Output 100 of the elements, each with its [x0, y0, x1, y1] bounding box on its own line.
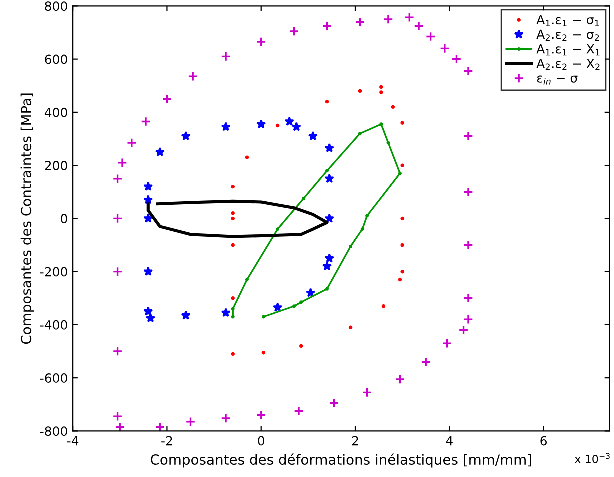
- point: [306, 288, 316, 298]
- point: [463, 293, 474, 304]
- y-tick-label: 800: [45, 2, 68, 12]
- point: [463, 240, 474, 250]
- point: [299, 344, 304, 348]
- point: [382, 304, 386, 308]
- y-tick-label: 200: [45, 161, 68, 171]
- point: [300, 300, 304, 304]
- point: [221, 52, 232, 62]
- point: [256, 410, 266, 420]
- point: [400, 121, 404, 125]
- point: [414, 21, 424, 32]
- point: [231, 315, 235, 319]
- point: [322, 21, 332, 32]
- point: [383, 14, 394, 24]
- point: [463, 187, 474, 198]
- x-axis-title: Composantes des déformations inélastiques [mm/mm]: [151, 454, 532, 468]
- x-tick-label: 6: [540, 436, 547, 446]
- y-tick-label: 400: [44, 108, 68, 118]
- point: [115, 422, 126, 432]
- point: [221, 413, 232, 424]
- point: [463, 314, 474, 325]
- point: [117, 158, 128, 168]
- line-series: [231, 122, 402, 319]
- point: [246, 278, 249, 282]
- point: [302, 197, 306, 201]
- point: [458, 325, 469, 336]
- point: [386, 141, 390, 145]
- point: [440, 44, 450, 54]
- point: [380, 85, 384, 90]
- x-tick-label: -4: [67, 436, 79, 446]
- point: [144, 182, 154, 192]
- y-tick-label: 600: [45, 54, 68, 64]
- point: [380, 122, 384, 126]
- point: [404, 12, 415, 23]
- point: [144, 306, 154, 316]
- y-tick-label: -200: [40, 267, 68, 277]
- point: [308, 131, 318, 141]
- point: [256, 119, 266, 129]
- point: [112, 412, 123, 422]
- point: [292, 122, 302, 132]
- point: [284, 116, 294, 126]
- point: [144, 214, 154, 223]
- point: [400, 270, 404, 274]
- point: [395, 374, 406, 384]
- point: [231, 352, 235, 356]
- legend-label: A$_{1}$.ε$_{1}$ − X$_{1}$: [536, 44, 600, 56]
- point: [112, 214, 123, 224]
- point: [144, 266, 154, 276]
- point: [366, 214, 370, 218]
- point: [421, 357, 432, 368]
- point: [256, 37, 266, 48]
- point: [292, 304, 296, 308]
- y-axis-title: Composantes des Contraintes [MPa]: [20, 94, 34, 344]
- point: [231, 307, 235, 311]
- point: [112, 266, 123, 277]
- point: [112, 174, 123, 184]
- point: [463, 66, 474, 76]
- point: [294, 406, 304, 416]
- point: [324, 254, 334, 263]
- point: [231, 216, 235, 221]
- point: [362, 388, 372, 398]
- y-tick-label: 0: [61, 214, 68, 224]
- point: [324, 214, 334, 223]
- y-tick-label: -800: [40, 426, 68, 436]
- point: [245, 156, 250, 160]
- point: [273, 302, 283, 312]
- y-tick-label: -400: [40, 320, 68, 330]
- point: [400, 243, 404, 248]
- point: [325, 100, 330, 104]
- point: [126, 138, 137, 148]
- point: [324, 174, 334, 184]
- point: [452, 54, 462, 64]
- point: [276, 228, 280, 232]
- x-tick-label: 0: [258, 436, 265, 446]
- point: [463, 131, 474, 142]
- point: [322, 262, 332, 271]
- legend-label: A$_{2}$.ε$_{2}$ − σ$_{2}$: [536, 30, 600, 42]
- point: [326, 287, 329, 291]
- x-tick-label: 2: [352, 436, 358, 446]
- point: [355, 17, 366, 28]
- x-tick-label: -2: [162, 436, 172, 446]
- point: [324, 143, 334, 153]
- point: [380, 90, 384, 94]
- y-tick-label: -600: [40, 374, 68, 384]
- point: [162, 94, 172, 104]
- point: [276, 124, 280, 128]
- point: [348, 326, 353, 330]
- x-tick-label: 4: [446, 436, 453, 446]
- point: [221, 122, 231, 132]
- point: [186, 416, 196, 427]
- point: [181, 131, 191, 141]
- point: [426, 32, 436, 42]
- point: [400, 164, 404, 168]
- point: [358, 89, 362, 94]
- point: [155, 147, 165, 157]
- point: [231, 243, 235, 248]
- point: [358, 132, 362, 136]
- point: [112, 346, 123, 357]
- point: [349, 244, 353, 248]
